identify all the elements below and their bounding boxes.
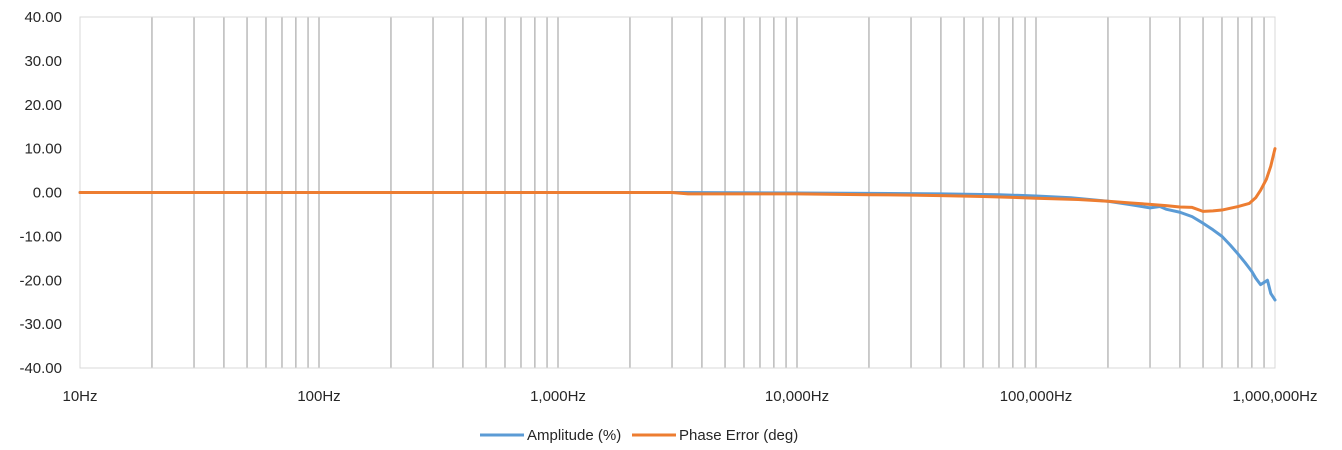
series-line-phase-error bbox=[78, 147, 1277, 213]
y-axis: 40.00 30.00 20.00 10.00 0.00 -10.00 -20.00 -30.… bbox=[19, 9, 62, 377]
y-tick-label: 10.00 bbox=[24, 141, 62, 158]
legend: Amplitude (%) Phase Error (deg) bbox=[480, 427, 798, 444]
y-tick-label: 40.00 bbox=[24, 9, 62, 26]
x-tick-label: 1,000Hz bbox=[530, 388, 586, 405]
x-tick-label: 100Hz bbox=[297, 388, 340, 405]
series-lines bbox=[78, 147, 1277, 302]
y-tick-label: -10.00 bbox=[19, 228, 62, 245]
y-tick-label: -30.00 bbox=[19, 316, 62, 333]
x-tick-label: 10Hz bbox=[62, 388, 97, 405]
x-tick-label: 10,000Hz bbox=[765, 388, 829, 405]
y-tick-label: -20.00 bbox=[19, 272, 62, 289]
y-tick-label: 30.00 bbox=[24, 53, 62, 70]
series-line-amplitude bbox=[78, 191, 1277, 302]
legend-label: Phase Error (deg) bbox=[679, 427, 798, 444]
x-axis: 10Hz 100Hz 1,000Hz 10,000Hz 100,000Hz 1,000,0… bbox=[62, 388, 1317, 405]
legend-label: Amplitude (%) bbox=[527, 427, 621, 444]
y-tick-label: -40.00 bbox=[19, 360, 62, 377]
y-tick-label: 20.00 bbox=[24, 97, 62, 114]
x-tick-label: 1,000,000Hz bbox=[1232, 388, 1317, 405]
y-tick-label: 0.00 bbox=[33, 185, 62, 202]
x-tick-label: 100,000Hz bbox=[1000, 388, 1073, 405]
